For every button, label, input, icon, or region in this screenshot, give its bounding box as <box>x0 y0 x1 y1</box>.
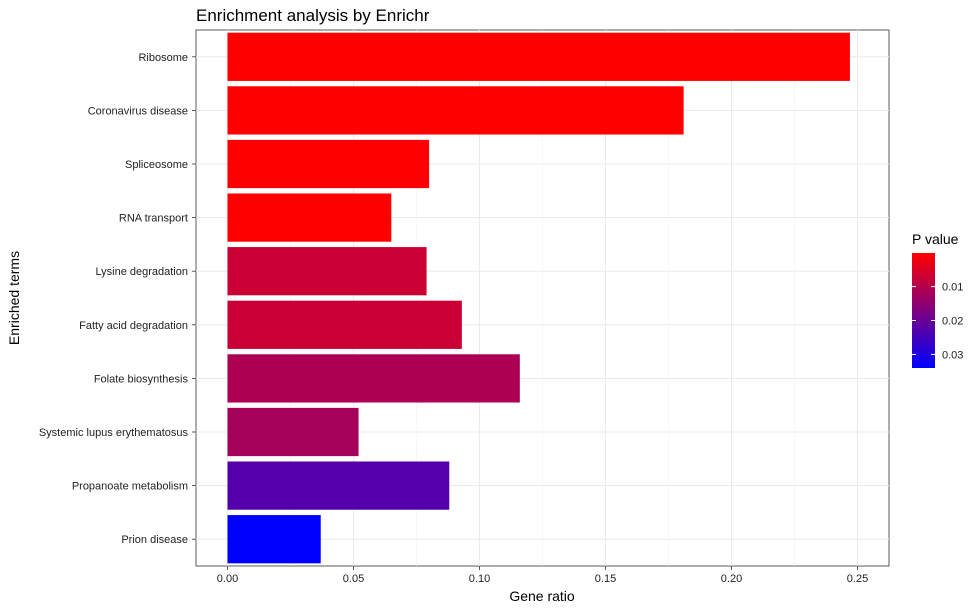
y-tick-label: RNA transport <box>119 213 188 225</box>
x-tick-label: 0.10 <box>469 573 490 585</box>
bar <box>227 300 462 349</box>
x-axis-ticks: 0.00 0.05 0.10 0.15 0.20 0.25 <box>217 566 868 585</box>
bar <box>227 247 427 296</box>
x-tick-label: 0.15 <box>595 573 616 585</box>
y-tick-label: Folate biosynthesis <box>94 373 189 385</box>
bar <box>227 354 520 403</box>
bar <box>227 515 321 564</box>
bar <box>227 407 359 457</box>
legend-ticks: 0.01 0.02 0.03 <box>912 282 963 361</box>
x-tick-label: 0.05 <box>343 573 364 585</box>
y-tick-label: Lysine degradation <box>95 266 188 278</box>
x-tick-label: 0.25 <box>847 573 868 585</box>
bar <box>227 461 450 510</box>
legend: P value 0.01 0.02 0.03 <box>912 231 963 368</box>
bar <box>227 193 392 242</box>
y-tick-label: Fatty acid degradation <box>79 320 188 332</box>
y-tick-label: Spliceosome <box>125 159 188 171</box>
bars <box>227 32 850 564</box>
y-tick-label: Ribosome <box>138 52 188 64</box>
y-axis-ticks: Ribosome Coronavirus disease Spliceosome RN… <box>39 52 196 546</box>
bar <box>227 139 430 189</box>
bar <box>227 86 684 135</box>
legend-tick-label: 0.02 <box>942 316 963 328</box>
x-tick-label: 0.00 <box>217 573 238 585</box>
chart-title: Enrichment analysis by Enrichr <box>196 6 430 25</box>
y-tick-label: Coronavirus disease <box>88 105 188 117</box>
x-axis-title: Gene ratio <box>509 588 575 604</box>
y-tick-label: Prion disease <box>121 534 188 546</box>
y-tick-label: Propanoate metabolism <box>72 481 188 493</box>
legend-title: P value <box>912 231 959 247</box>
bar <box>227 32 850 81</box>
x-tick-label: 0.20 <box>721 573 742 585</box>
legend-colorbar <box>912 253 935 368</box>
legend-tick-label: 0.01 <box>942 282 963 294</box>
y-tick-label: Systemic lupus erythematosus <box>39 427 189 439</box>
y-axis-title: Enriched terms <box>6 251 22 345</box>
legend-tick-label: 0.03 <box>942 349 963 361</box>
